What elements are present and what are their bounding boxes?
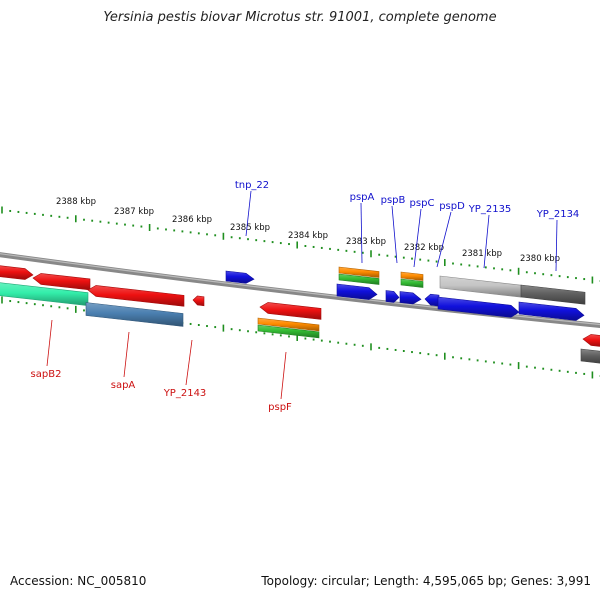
kbp-label: 2387 kbp [114,207,154,217]
gene-YP_2135 [437,296,520,318]
gene-label-leader [280,351,287,400]
gene-block-left-2 [32,273,91,291]
kbp-label: 2386 kbp [172,215,212,225]
kbp-label: 2380 kbp [520,254,560,264]
gene-gray-light [439,275,522,298]
gene-tnp_22 [225,270,255,284]
genome-backbone [0,252,600,329]
gene-pspD-green [400,278,424,288]
gene-label-leader [46,319,53,367]
gene-label-leader [436,211,452,268]
gene-label-bottom: pspF [268,402,292,413]
genome-backbone-highlight [0,253,600,326]
gene-pspC [399,291,422,305]
kbp-label: 2388 kbp [56,197,96,207]
gene-pspA-orange [338,266,380,278]
gene-pspB [385,290,400,303]
gene-label-top: pspB [381,195,406,206]
kbp-label: 2384 kbp [288,231,328,241]
kbp-label: 2385 kbp [230,223,270,233]
gene-label-top: tnp_22 [235,180,269,191]
gene-label-leader [185,339,193,386]
gene-label-leader [245,190,252,237]
gene-label-bottom: sapA [111,380,136,391]
gene-gray-dark [520,284,586,305]
gene-label-bottom: YP_2143 [163,388,207,399]
gene-sapA-upper [87,285,185,307]
gene-YP_2143 [192,295,205,307]
gene-label-leader [360,202,363,264]
gene-label-leader [555,219,558,272]
gene-pspF-green [257,324,320,339]
gene-pspF-orange [257,317,320,332]
gene-right-edge-red [582,334,600,347]
gene-label-top: YP_2134 [536,209,580,220]
gene-label-top: YP_2135 [468,204,512,215]
gene-label-leader [123,331,130,378]
gene-pspA [336,283,378,300]
gene-pspD-orange [400,271,424,281]
gene-block-left-1 [0,265,34,280]
kbp-label: 2382 kbp [404,243,444,253]
gene-label-leader [391,205,398,264]
gene-label-top: pspA [350,192,375,203]
gene-sapA [85,302,184,327]
gene-label-leader [483,214,490,269]
gene-pspF [259,302,322,320]
accession-text: Accession: NC_005810 [10,574,147,588]
kbp-label: 2381 kbp [462,249,502,259]
gene-label-bottom: sapB2 [31,369,62,380]
gene-pspA-green [338,273,380,285]
kbp-label: 2383 kbp [346,237,386,247]
genome-summary-text: Topology: circular; Length: 4,595,065 bp… [261,574,591,588]
gene-label-top: pspD [439,201,465,212]
gene-right-edge-gray [580,348,600,364]
gene-YP_2134 [518,301,585,321]
gene-label-leader [413,208,422,268]
gene-label-top: pspC [410,198,435,209]
map-title: Yersinia pestis biovar Microtus str. 910… [103,10,497,25]
gene-pspD [424,293,440,307]
